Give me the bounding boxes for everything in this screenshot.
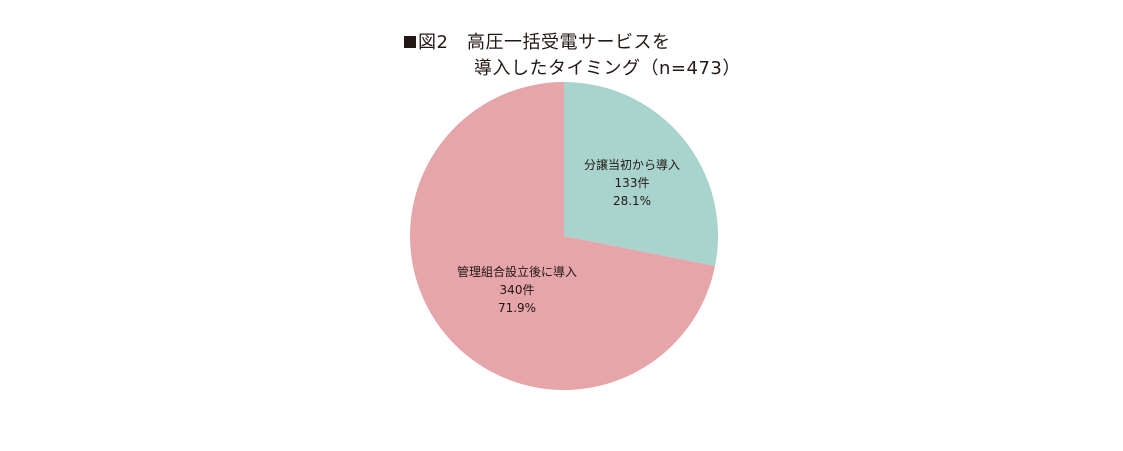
slice-label-percent-2: 71.9% (498, 301, 536, 315)
square-bullet-icon (404, 36, 416, 48)
slice-label-count-2: 340件 (500, 283, 535, 297)
chart-title: 図2 高圧一括受電サービスを 導入したタイミング（n=473） (404, 30, 741, 82)
pie-slice-1 (564, 82, 718, 266)
slice-label-count-1: 133件 (615, 176, 650, 190)
slice-label-percent-1: 28.1% (613, 194, 651, 208)
pie-slice-2 (409, 82, 716, 391)
pie-slices (409, 82, 718, 391)
slice-label-name-1: 分譲当初から導入 (584, 157, 680, 172)
chart-title-line1: 図2 高圧一括受電サービスを (404, 30, 741, 56)
pie-labels: 分譲当初から導入 133件 28.1% 管理組合設立後に導入 340件 71.9% (457, 157, 680, 315)
slice-label-name-2: 管理組合設立後に導入 (457, 264, 577, 279)
figure-label: 図2 (418, 32, 449, 53)
chart-title-line2: 導入したタイミング（n=473） (474, 58, 741, 79)
title-text-line1: 高圧一括受電サービスを (466, 32, 671, 53)
